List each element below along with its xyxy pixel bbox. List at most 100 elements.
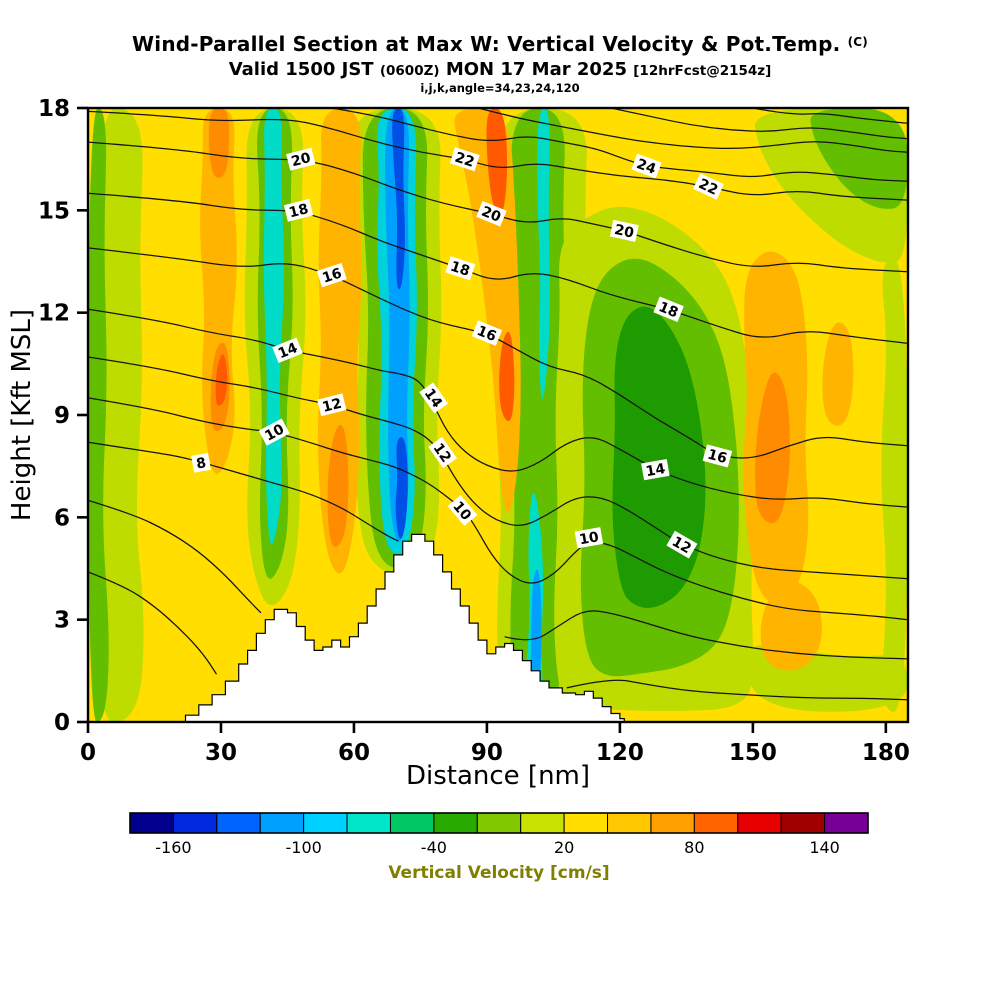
fill-deeporange-57-core (327, 424, 349, 547)
x-tick-label: 30 (205, 740, 237, 766)
x-tick-label: 0 (80, 740, 96, 766)
svg-text:22: 22 (696, 176, 720, 199)
y-axis-title: Height [Kft MSL] (7, 309, 37, 521)
colorbar-tick-label: 20 (554, 838, 574, 857)
colorbar-cell (607, 812, 652, 834)
colorbar-tick-label: 140 (809, 838, 840, 857)
svg-text:16: 16 (320, 265, 343, 286)
fill-darkgreen-right-core (612, 306, 706, 608)
isentrope-26 (477, 108, 908, 153)
colorbar-cell (303, 812, 348, 834)
svg-text:12: 12 (321, 396, 344, 416)
colorbar-cell (129, 812, 174, 834)
svg-text:20: 20 (290, 150, 313, 170)
colorbar-tick-label: 80 (684, 838, 704, 857)
terrain-profile (184, 533, 625, 722)
fill-green-band-100 (510, 108, 566, 705)
subtitle-part: (0600Z) (379, 63, 440, 79)
isentrope-6 (88, 499, 262, 614)
contour-label: 14 (641, 458, 670, 481)
fill-cyan-band-40 (263, 108, 284, 545)
subtitle-part: Valid 1500 JST (228, 59, 380, 80)
isentrope-8 (504, 610, 908, 660)
contour-label: 20 (609, 219, 639, 242)
colorbar-cell (780, 812, 826, 834)
fill-orange-spot-169 (822, 322, 854, 426)
svg-text:20: 20 (613, 222, 636, 242)
subtitle-part: [12hrFcst@2154z] (633, 63, 772, 79)
svg-text:10: 10 (578, 529, 600, 548)
svg-text:22: 22 (453, 150, 476, 171)
fill-green-top-right (810, 108, 908, 209)
y-tick-label: 12 (38, 301, 70, 327)
svg-text:14: 14 (276, 340, 300, 362)
contour-label: 20 (476, 200, 507, 227)
svg-text:16: 16 (474, 323, 498, 345)
fill-redorange-30-spot (215, 354, 228, 406)
isentrope-8 (88, 441, 399, 542)
chart-title-unit: (C) (847, 35, 868, 49)
contour-label: 8 (191, 452, 211, 473)
fill-redorange-90-top (486, 108, 508, 215)
y-tick-label: 15 (38, 198, 70, 224)
colorbar-cell (259, 812, 305, 834)
colorbar-cell (520, 812, 565, 834)
colorbar-cell (824, 812, 869, 834)
y-tick-label: 18 (38, 96, 70, 122)
velocity-fill-layer (88, 108, 908, 722)
colorbar: -160 -100 -40 20 80 140 Vertical Velocity [cm/… (129, 812, 869, 883)
colorbar-tick-label: -40 (421, 838, 447, 857)
isentrope-28 (610, 108, 908, 140)
isentrope-24 (331, 108, 908, 182)
contour-label: 24 (631, 153, 662, 179)
colorbar-cell (433, 812, 478, 834)
colorbar-cell (172, 812, 218, 834)
colorbar-cell (389, 812, 435, 834)
x-tick-label: 180 (862, 740, 910, 766)
colorbar-cell (737, 812, 782, 834)
colorbar-cell (476, 812, 522, 834)
fill-redorange-90-mid (499, 331, 515, 422)
fill-green-left-edge (88, 108, 109, 722)
chart-title-text: Wind-Parallel Section at Max W: Vertical… (132, 32, 841, 56)
isentrope-16 (88, 247, 908, 459)
contour-label: 18 (283, 198, 314, 222)
contour-label: 22 (449, 147, 480, 172)
x-tick-label: 90 (471, 740, 503, 766)
isentrope-12 (88, 356, 908, 580)
svg-text:16: 16 (706, 447, 729, 467)
isentrope-layer (88, 108, 908, 701)
colorbar-cell (563, 812, 609, 834)
contour-label: 16 (471, 320, 503, 346)
y-tick-label: 0 (54, 710, 70, 736)
colorbar-cell (650, 812, 695, 834)
fill-deeporange-152-core (755, 372, 790, 524)
svg-text:18: 18 (287, 201, 310, 221)
y-tick-label: 3 (54, 608, 70, 634)
fill-cyan-100-upper (537, 108, 550, 399)
isentrope-20 (88, 141, 908, 273)
chart-annotation: i,j,k,angle=34,23,24,120 (420, 81, 580, 95)
fill-deeporange-30-top (208, 108, 230, 179)
svg-text:8: 8 (195, 455, 207, 472)
x-tick-label: 150 (729, 740, 777, 766)
subtitle-part: MON 17 Mar 2025 (439, 59, 634, 80)
colorbar-caption: Vertical Velocity [cm/s] (388, 863, 609, 883)
svg-text:18: 18 (656, 299, 680, 321)
x-tick-label: 60 (338, 740, 370, 766)
contour-label: 14 (272, 337, 303, 363)
y-tick-label: 6 (54, 505, 70, 531)
isentrope-22 (88, 110, 908, 201)
fill-darkblue-top-core (392, 108, 405, 290)
chart-subtitle: Valid 1500 JST (0600Z) MON 17 Mar 2025 [… (0, 59, 1000, 80)
colorbar-cell (693, 812, 739, 834)
contour-label: 16 (702, 444, 733, 468)
isentrope-6 (566, 679, 908, 701)
contour-label: 18 (653, 296, 684, 323)
isentrope-30 (752, 108, 908, 124)
fill-darkblue-low-core (395, 437, 408, 539)
x-axis-title: Distance [nm] (406, 761, 590, 791)
